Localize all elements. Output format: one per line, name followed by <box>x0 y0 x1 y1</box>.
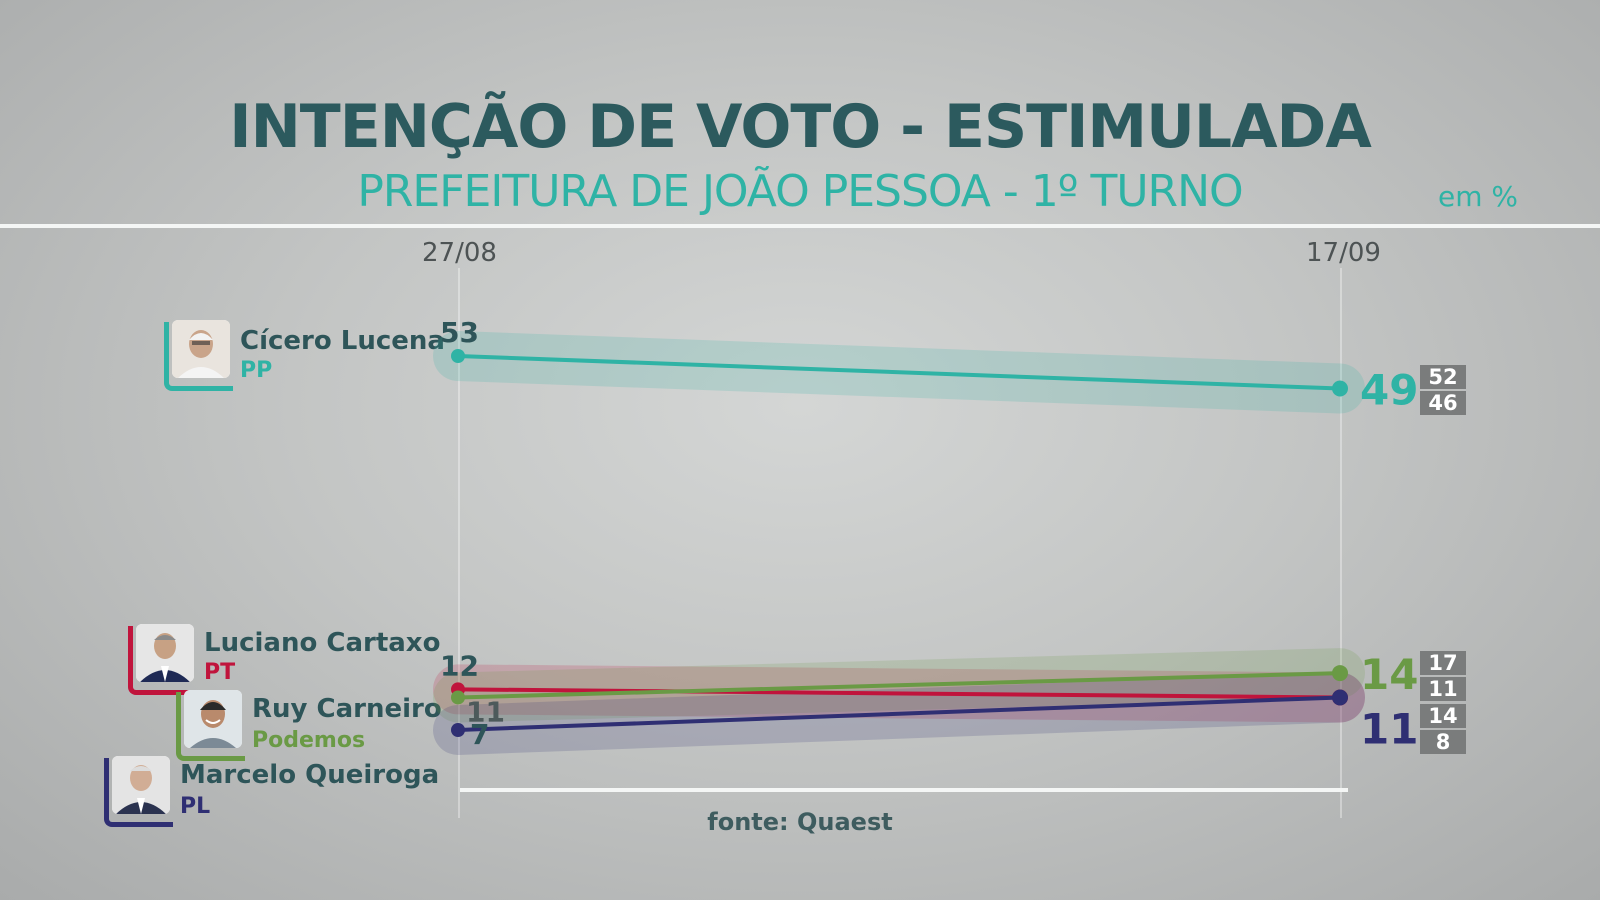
data-point-start-3 <box>451 723 465 737</box>
gridline-end <box>1340 268 1342 818</box>
x-tick-label-start: 27/08 <box>422 238 497 268</box>
candidate-name: Ruy Carneiro <box>252 694 442 724</box>
candidate-name: Cícero Lucena <box>240 326 445 356</box>
margin-upper-cicero: 52 <box>1420 365 1466 389</box>
data-point-start-0 <box>451 349 465 363</box>
data-label-end-shared: 11 <box>1360 704 1418 753</box>
chart-subtitle: PREFEITURA DE JOÃO PESSOA - 1º TURNO <box>357 166 1243 217</box>
source-label: fonte: Quaest <box>707 808 893 836</box>
person-portrait-icon <box>136 624 194 682</box>
candidate-name: Luciano Cartaxo <box>204 628 441 658</box>
avatar-frame <box>164 322 233 391</box>
person-portrait-icon <box>172 320 230 378</box>
candidate-party: PP <box>240 358 273 383</box>
data-point-start-2 <box>451 690 465 705</box>
series-line-1 <box>457 687 1341 700</box>
person-portrait-icon <box>112 756 170 814</box>
avatar-frame <box>128 626 197 695</box>
x-tick-label-end: 17/09 <box>1306 238 1381 268</box>
data-point-end-2 <box>1332 665 1348 682</box>
avatar-frame <box>104 758 173 827</box>
data-label-end-cicero: 49 <box>1360 366 1418 415</box>
margin-upper-shared: 14 <box>1420 704 1466 728</box>
chart-title: INTENÇÃO DE VOTO - ESTIMULADA <box>229 92 1372 162</box>
header-divider <box>0 224 1600 228</box>
unit-label: em % <box>1437 180 1518 213</box>
margin-upper-ruy: 17 <box>1420 651 1466 675</box>
margin-lower-shared: 8 <box>1420 730 1466 754</box>
gridline-start <box>458 268 460 818</box>
data-point-end-0 <box>1332 380 1348 397</box>
data-label-start-cartaxo: 12 <box>440 649 479 682</box>
person-portrait-icon <box>184 690 242 748</box>
candidate-name: Marcelo Queiroga <box>180 760 440 790</box>
data-point-end-3 <box>1332 689 1348 706</box>
series-line-2 <box>457 671 1341 700</box>
candidate-party: Podemos <box>252 728 366 753</box>
series-line-3 <box>457 695 1341 732</box>
data-label-start-queiroga: 7 <box>470 718 489 751</box>
margin-lower-cicero: 46 <box>1420 391 1466 415</box>
data-label-start-cicero: 53 <box>440 316 479 349</box>
candidate-party: PL <box>180 794 211 819</box>
margin-lower-ruy: 11 <box>1420 677 1466 701</box>
data-label-end-ruy: 14 <box>1360 650 1418 699</box>
candidate-party: PT <box>204 660 236 685</box>
series-line-0 <box>457 354 1341 391</box>
avatar-frame <box>176 692 245 761</box>
data-label-start-ruy: 11 <box>466 695 505 728</box>
x-axis-baseline <box>460 788 1348 792</box>
